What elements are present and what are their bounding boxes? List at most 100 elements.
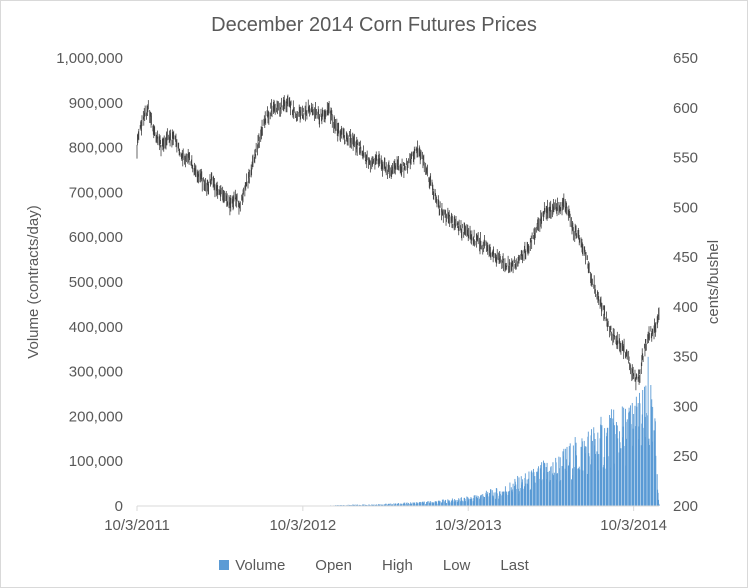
volume-bar: [652, 406, 654, 506]
volume-bar: [445, 503, 447, 506]
volume-bar: [466, 496, 468, 506]
left-axis-ticks: 0 100,000 200,000 300,000 400,000 500,000 600,…: [56, 50, 123, 515]
volume-bar: [448, 502, 450, 506]
volume-bar: [571, 479, 572, 506]
volume-bar: [401, 503, 403, 506]
volume-bar: [503, 491, 505, 506]
volume-bar: [605, 436, 607, 506]
volume-bar: [645, 385, 647, 506]
right-tick-label: 350: [673, 349, 698, 366]
volume-bar: [457, 500, 459, 506]
volume-bar: [473, 495, 475, 506]
volume-bar: [359, 504, 360, 506]
volume-bar: [632, 445, 634, 506]
volume-bar: [498, 495, 500, 506]
volume-bar: [495, 492, 497, 506]
volume-bar: [540, 480, 542, 506]
volume-bar: [429, 503, 431, 506]
volume-bar: [530, 488, 532, 506]
volume-bar: [647, 356, 649, 506]
volume-bar: [628, 407, 630, 506]
volume-bar: [651, 441, 653, 506]
volume-bar: [520, 476, 522, 506]
legend-label: High: [382, 556, 413, 574]
volume-bar: [454, 499, 456, 506]
volume-bar: [523, 486, 525, 506]
volume-bar: [447, 499, 449, 506]
volume-bar: [552, 462, 554, 506]
volume-bar: [533, 472, 535, 506]
volume-bar: [362, 504, 364, 506]
volume-bar: [393, 504, 395, 506]
volume-bar: [650, 385, 652, 506]
volume-bar: [621, 406, 623, 506]
volume-bar: [547, 474, 548, 506]
volume-bar: [494, 498, 496, 506]
volume-bar: [487, 492, 489, 506]
volume-bar: [446, 503, 447, 506]
volume-bar: [445, 499, 447, 506]
volume-bar: [460, 497, 462, 506]
volume-bar: [581, 438, 583, 506]
volume-bar: [645, 413, 647, 506]
volume-bar: [384, 504, 386, 506]
volume-bar: [527, 484, 529, 506]
volume-bar: [420, 504, 422, 506]
volume-bar: [650, 406, 652, 506]
volume-bar: [356, 504, 358, 506]
volume-bar: [456, 501, 458, 506]
volume-bar: [629, 431, 631, 506]
volume-bar: [401, 503, 403, 506]
volume-bar: [601, 425, 603, 506]
volume-bar: [518, 491, 520, 506]
volume-bar: [651, 399, 653, 506]
volume-bar: [556, 473, 558, 506]
volume-bar: [558, 456, 560, 506]
volume-bar: [496, 488, 498, 506]
volume-bar: [357, 504, 359, 506]
volume-bar: [461, 500, 463, 506]
volume-bar: [432, 503, 434, 506]
volume-bar: [391, 504, 393, 506]
volume-bar: [636, 406, 638, 506]
volume-bar: [619, 431, 621, 506]
volume-bar: [557, 473, 558, 506]
volume-bar: [543, 472, 545, 506]
left-tick-label: 500,000: [69, 274, 123, 291]
volume-bar: [489, 492, 490, 506]
volume-bar: [625, 465, 627, 506]
volume-bar: [584, 448, 586, 506]
volume-bar: [585, 453, 587, 506]
volume-bar: [474, 498, 476, 506]
volume-bar: [400, 504, 402, 506]
volume-bar: [477, 498, 479, 506]
volume-bar: [470, 498, 472, 506]
volume-bar: [641, 423, 643, 506]
volume-bar: [552, 473, 553, 506]
volume-bar: [543, 462, 545, 506]
volume-bar: [576, 455, 577, 506]
volume-bar: [381, 504, 383, 506]
volume-bar: [383, 504, 385, 506]
volume-bar: [483, 496, 485, 506]
volume-bar: [510, 487, 512, 506]
volume-bar: [601, 426, 602, 506]
left-tick-label: 900,000: [69, 95, 123, 112]
volume-bar: [458, 498, 460, 506]
volume-bar: [444, 501, 446, 506]
volume-bar: [499, 491, 501, 506]
volume-bar: [410, 502, 412, 506]
volume-bar: [555, 457, 557, 506]
volume-bar: [615, 422, 617, 506]
volume-bar: [588, 453, 590, 506]
volume-bar: [382, 504, 384, 506]
volume-bar: [634, 459, 636, 506]
volume-bar: [526, 479, 528, 506]
volume-bar: [485, 492, 487, 506]
volume-bar: [635, 426, 637, 506]
volume-bar: [463, 501, 465, 506]
volume-bar: [594, 439, 596, 506]
volume-bar: [425, 504, 427, 506]
volume-bar: [363, 504, 365, 506]
right-tick-label: 200: [673, 498, 698, 515]
